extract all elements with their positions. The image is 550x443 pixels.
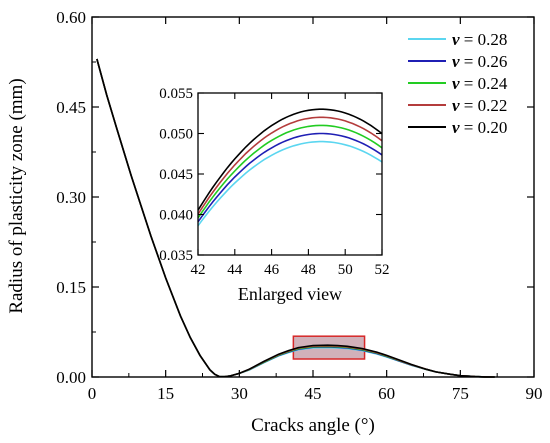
x-tick-label: 90 (526, 384, 543, 403)
y-tick-label: 0.15 (56, 278, 86, 297)
legend-entry-022: v = 0.22 (452, 96, 507, 115)
legend-entry-020: v = 0.20 (452, 118, 507, 137)
series-line-020 (96, 58, 495, 378)
x-tick-label: 15 (157, 384, 174, 403)
inset-x-tick-label: 46 (264, 262, 280, 278)
inset-series-line-026 (197, 132, 383, 223)
x-tick-label: 60 (378, 384, 395, 403)
inset-series-line-024 (197, 124, 383, 219)
inset-y-tick-label: 0.045 (159, 167, 193, 183)
x-tick-label: 45 (305, 384, 322, 403)
inset-x-tick-label: 44 (227, 262, 243, 278)
legend-entry-026: v = 0.26 (452, 52, 507, 71)
legend-entry-024: v = 0.24 (452, 74, 508, 93)
inset-series-line-020 (197, 108, 383, 211)
inset-background (198, 93, 382, 255)
inset-x-tick-label: 50 (338, 262, 353, 278)
y-tick-label: 0.60 (56, 8, 86, 27)
inset-series-line-028 (197, 140, 383, 227)
x-tick-label: 75 (452, 384, 469, 403)
inset-y-tick-label: 0.055 (159, 86, 193, 102)
x-tick-label: 0 (88, 384, 97, 403)
y-axis-title: Radius of plasticity zone (mm) (6, 78, 27, 313)
legend: v = 0.28 v = 0.26 v = 0.24 v = 0.22 v = 0.20 (408, 30, 508, 137)
x-tick-label: 30 (231, 384, 248, 403)
inset-y-tick-label: 0.035 (159, 248, 193, 264)
x-axis-title: Cracks angle (°) (251, 415, 375, 436)
legend-entry-028: v = 0.28 (452, 30, 507, 49)
y-tick-label: 0.00 (56, 368, 86, 387)
inset-plot: 42 44 46 48 50 52 0.035 0.040 0.045 0.050 0.055 Enl… (159, 86, 389, 304)
inset-series-line-022 (197, 116, 383, 215)
inset-y-tick-label: 0.040 (159, 208, 193, 224)
y-tick-label: 0.30 (56, 188, 86, 207)
inset-x-tick-label: 48 (301, 262, 316, 278)
y-tick-label: 0.45 (56, 98, 86, 117)
main-plot: 0 15 30 45 60 75 90 0.00 0.15 0.30 0.45 0.60 (56, 8, 542, 403)
inset-x-tick-label: 52 (375, 262, 390, 278)
inset-x-tick-label: 42 (191, 262, 206, 278)
inset-y-tick-label: 0.050 (159, 127, 193, 143)
inset-title: Enlarged view (238, 284, 342, 304)
